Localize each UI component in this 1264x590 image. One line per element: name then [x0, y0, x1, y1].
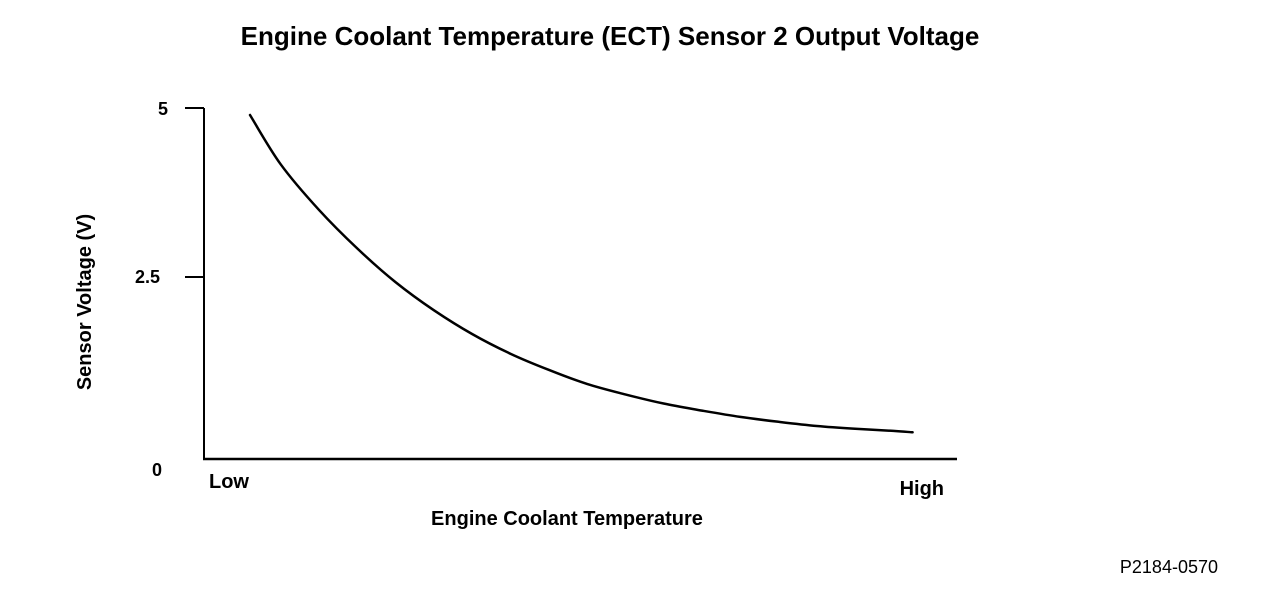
figure-id: P2184-0570: [1119, 557, 1218, 577]
x-axis-label: Engine Coolant Temperature: [431, 508, 703, 530]
y-tick-label-5: 5: [158, 99, 168, 119]
voltage-curve: [248, 113, 914, 434]
chart-title: Engine Coolant Temperature (ECT) Sensor …: [241, 21, 980, 51]
x-label-low: Low: [209, 471, 249, 493]
x-label-high: High: [900, 478, 944, 500]
y-axis-label: Sensor Voltage (V): [74, 214, 96, 390]
y-tick-label-0: 0: [152, 460, 162, 480]
y-tick-label-2-5: 2.5: [135, 267, 160, 287]
